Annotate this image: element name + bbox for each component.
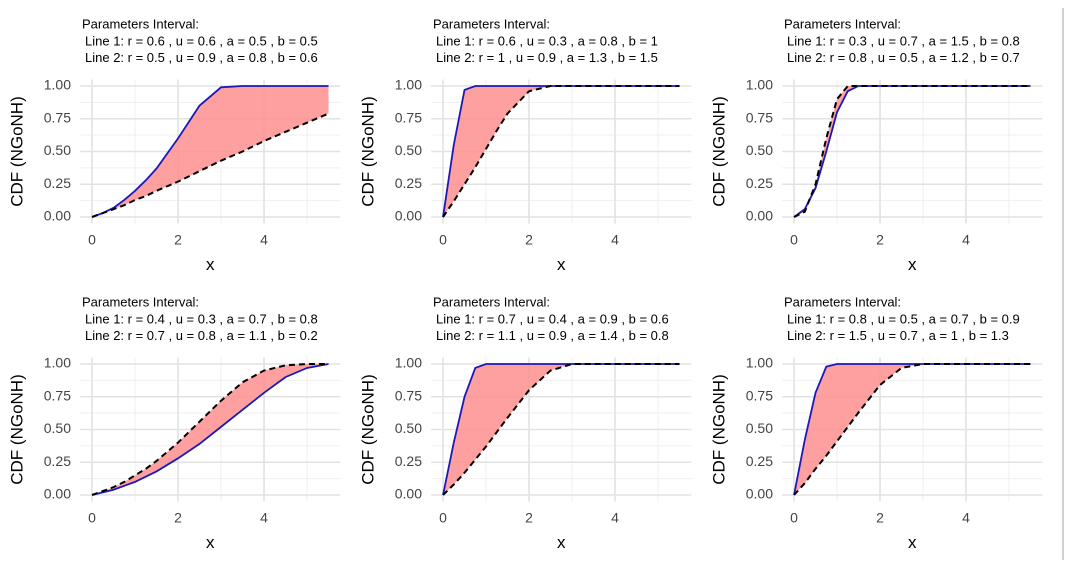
fill-between [92,364,329,495]
x-tick-label: 0 [88,231,96,247]
y-tick-label: 0.50 [395,420,422,436]
y-tick-label: 0.00 [44,208,71,224]
x-tick-label: 4 [260,231,268,247]
y-tick-label: 0.00 [746,208,773,224]
panel-subtitle: Line 2: r = 1.5 , u = 0.7 , a = 1 , b = … [787,328,1009,343]
y-axis-label: CDF (NGoNH) [358,374,377,485]
y-axis-label: CDF (NGoNH) [7,96,26,207]
y-tick-label: 0.75 [746,387,773,403]
y-tick-label: 0.50 [44,142,71,158]
x-tick-label: 4 [962,231,970,247]
y-axis-label: CDF (NGoNH) [709,374,728,485]
y-tick-label: 0.50 [746,142,773,158]
y-tick-label: 0.25 [746,453,773,469]
line-series [91,112,329,218]
panel-subtitle: Line 2: r = 1.1 , u = 0.9 , a = 1.4 , b … [436,328,669,343]
panel-subtitle: Line 1: r = 0.7 , u = 0.4 , a = 0.9 , b … [436,311,669,326]
y-tick-label: 0.75 [44,387,71,403]
x-axis-label: x [557,255,566,274]
panel-title: Parameters Interval: [82,16,199,31]
panel-subtitle: Line 2: r = 0.7 , u = 0.8 , a = 1.1 , b … [85,328,318,343]
y-axis-label: CDF (NGoNH) [709,96,728,207]
panel-subtitle: Line 1: r = 0.3 , u = 0.7 , a = 1.5 , b … [787,33,1020,48]
x-tick-label: 2 [174,231,182,247]
x-axis-label: x [908,255,917,274]
line-series [91,363,329,496]
y-tick-label: 1.00 [44,77,71,93]
x-tick-label: 4 [260,509,268,525]
line-series [793,85,1031,218]
y-axis-label: CDF (NGoNH) [7,374,26,485]
y-tick-label: 0.50 [44,420,71,436]
y-tick-label: 1.00 [395,355,422,371]
x-axis-label: x [557,533,566,552]
panel-subtitle: Line 1: r = 0.6 , u = 0.3 , a = 0.8 , b … [436,33,658,48]
x-tick-label: 4 [962,509,970,525]
y-tick-label: 0.00 [44,486,71,502]
y-tick-label: 0.25 [746,175,773,191]
y-tick-label: 0.00 [395,486,422,502]
line-series [442,85,680,218]
y-tick-label: 0.25 [44,175,71,191]
panel-subtitle: Line 2: r = 0.5 , u = 0.9 , a = 0.8 , b … [85,50,318,65]
y-tick-label: 0.75 [44,109,71,125]
panel-subtitle: Line 2: r = 0.8 , u = 0.5 , a = 1.2 , b … [787,50,1020,65]
x-tick-label: 2 [876,509,884,525]
x-tick-label: 2 [174,509,182,525]
panel-subtitle: Line 1: r = 0.4 , u = 0.3 , a = 0.7 , b … [85,311,318,326]
x-tick-label: 4 [611,231,619,247]
fill-between [443,364,680,495]
y-tick-label: 0.50 [395,142,422,158]
panel-subtitle: Line 1: r = 0.6 , u = 0.6 , a = 0.5 , b … [85,33,318,48]
panel-title: Parameters Interval: [82,294,199,309]
x-tick-label: 2 [525,509,533,525]
x-tick-label: 0 [790,509,798,525]
y-tick-label: 0.25 [395,453,422,469]
x-tick-label: 2 [525,231,533,247]
y-tick-label: 0.00 [746,486,773,502]
panel-title: Parameters Interval: [784,294,901,309]
y-tick-label: 0.25 [44,453,71,469]
x-tick-label: 4 [611,509,619,525]
y-tick-label: 0.75 [395,387,422,403]
panel-subtitle: Line 1: r = 0.8 , u = 0.5 , a = 0.7 , b … [787,311,1020,326]
y-tick-label: 0.75 [395,109,422,125]
line-series [91,363,329,496]
panel-title: Parameters Interval: [784,16,901,31]
x-tick-label: 0 [88,509,96,525]
fill-between [92,86,329,217]
y-tick-label: 0.00 [395,208,422,224]
y-tick-label: 1.00 [746,355,773,371]
panel-title: Parameters Interval: [433,16,550,31]
y-tick-label: 1.00 [395,77,422,93]
y-tick-label: 1.00 [44,355,71,371]
y-tick-label: 1.00 [746,77,773,93]
panel-title: Parameters Interval: [433,294,550,309]
x-axis-label: x [206,533,215,552]
x-tick-label: 0 [439,509,447,525]
x-tick-label: 0 [439,231,447,247]
line-series [442,363,680,496]
x-tick-label: 0 [790,231,798,247]
fill-between [794,364,1031,495]
y-tick-label: 0.75 [746,109,773,125]
x-tick-label: 2 [876,231,884,247]
panel-subtitle: Line 2: r = 1 , u = 0.9 , a = 1.3 , b = … [436,50,658,65]
y-axis-label: CDF (NGoNH) [358,96,377,207]
x-axis-label: x [908,533,917,552]
y-tick-label: 0.25 [395,175,422,191]
line-series [91,85,329,218]
fill-between [443,86,680,217]
y-tick-label: 0.50 [746,420,773,436]
line-series [793,363,1031,496]
x-axis-label: x [206,255,215,274]
